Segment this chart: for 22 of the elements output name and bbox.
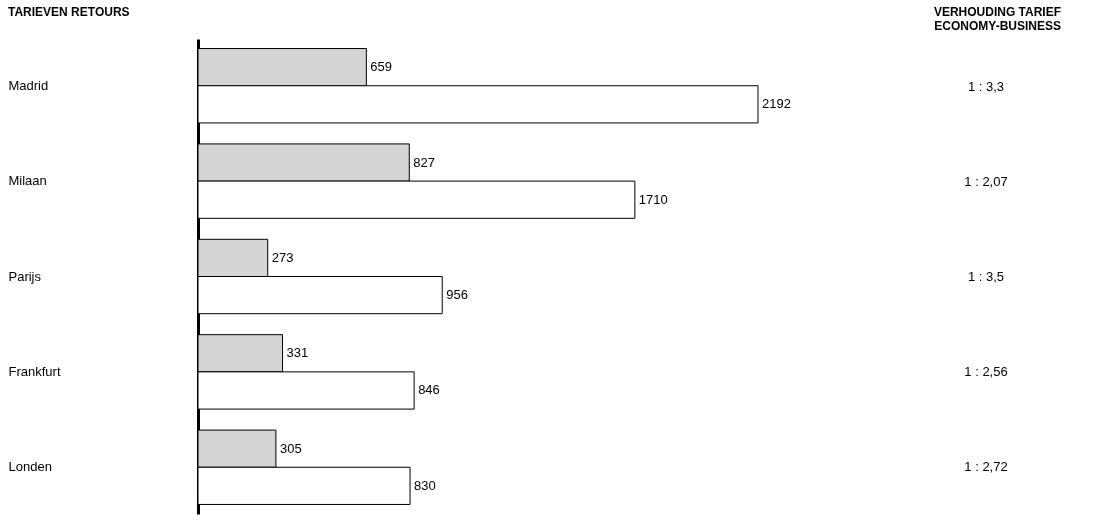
text: 1 : 2,72: [964, 458, 1008, 474]
data-label: 273: [271, 249, 294, 265]
text: 1 : 2,07: [964, 173, 1008, 189]
text: TARIEVEN RETOURS: [8, 5, 130, 19]
data-label: 305: [279, 440, 302, 456]
data-label: 1710: [638, 191, 668, 207]
data-label: 956: [446, 287, 468, 303]
text: 1 : 3,3: [967, 78, 1005, 94]
text: 1 : 2,56: [964, 363, 1008, 379]
text: VERHOUDING TARIEF ECONOMY-BUSINESS: [933, 5, 1061, 33]
data-label: 331: [286, 345, 309, 361]
y-tick-label: Milaan: [8, 173, 47, 189]
data-label: 827: [413, 154, 435, 170]
data-label: 659: [370, 59, 393, 75]
y-tick-label: Parijs: [8, 268, 42, 284]
data-label: 830: [414, 477, 436, 493]
y-tick-label: Frankfurt: [8, 363, 61, 379]
y-tick-label: Madrid: [8, 77, 49, 93]
data-label: 846: [418, 382, 440, 398]
data-label: 2192: [762, 96, 791, 112]
y-tick-label: Londen: [8, 459, 52, 475]
text: 1 : 3,5: [967, 268, 1005, 284]
